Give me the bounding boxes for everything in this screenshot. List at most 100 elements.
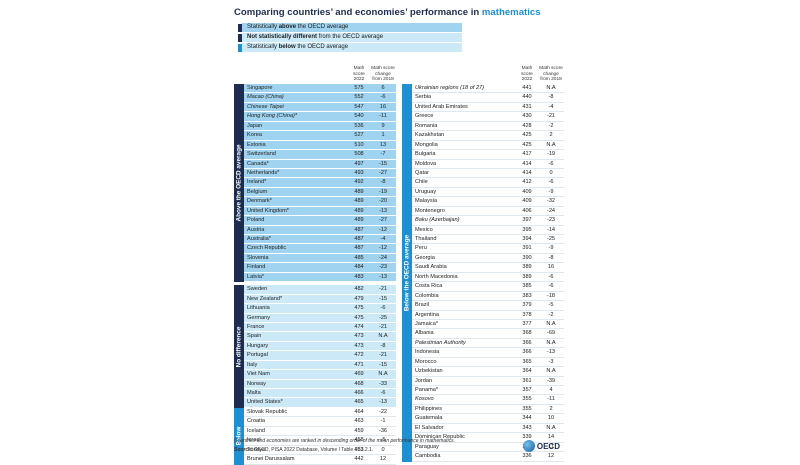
math-score: 489 xyxy=(354,217,364,224)
country-name: El Salvador xyxy=(415,424,444,431)
country-name: Latvia* xyxy=(247,273,265,280)
country-name: Malta xyxy=(247,390,261,396)
country-name: Ukrainian regions (18 of 27) xyxy=(415,85,485,91)
score-change: -6 xyxy=(548,179,554,186)
country-name: Dominican Republic xyxy=(415,434,465,441)
table-row: Norway 468 -33 xyxy=(244,379,396,389)
score-change: -6 xyxy=(380,305,386,312)
score-change: -13 xyxy=(378,273,388,280)
score-change: N.A xyxy=(378,371,388,378)
band-below-oecd: Below the OECD average xyxy=(402,84,412,462)
country-name: Brunei Darussalam xyxy=(247,456,295,463)
table-row: Slovenia 485 -24 xyxy=(244,253,396,264)
country-name: United Arab Emirates xyxy=(415,103,468,110)
score-change: -15 xyxy=(378,295,388,302)
table-row: Viet Nam 469 N.A xyxy=(244,370,396,380)
score-change: -19 xyxy=(546,151,556,158)
score-change: -14 xyxy=(546,226,556,233)
math-score: 442 xyxy=(354,456,364,463)
table-row: Georgia 390 -8 xyxy=(412,253,564,264)
math-score: 414 xyxy=(522,160,532,167)
score-change: -2 xyxy=(548,122,554,129)
score-change: -9 xyxy=(548,188,554,195)
score-change: 0 xyxy=(381,446,385,453)
table-row: Mexico 395 -14 xyxy=(412,225,564,235)
score-change: -6 xyxy=(380,94,386,101)
score-change: -4 xyxy=(548,103,554,110)
math-score: 474 xyxy=(354,323,364,330)
math-score: 479 xyxy=(354,295,364,302)
table-row: Hungary 473 -8 xyxy=(244,341,396,352)
legend-no-difference: Not statistically different from the OEC… xyxy=(234,33,564,43)
country-name: Costa Rica xyxy=(415,283,443,290)
source: Source: OECD, PISA 2022 Database, Volume… xyxy=(234,447,374,453)
table-row: Korea 527 1 xyxy=(244,131,396,141)
country-name: Japan xyxy=(247,122,263,129)
score-change: N.A xyxy=(546,368,556,375)
country-name: Cambodia xyxy=(415,453,441,460)
math-score: 547 xyxy=(354,103,364,110)
country-name: Colombia xyxy=(415,292,439,299)
table-row: Jordan 361 -39 xyxy=(412,376,564,386)
math-score: 482 xyxy=(354,286,364,293)
math-score: 425 xyxy=(522,141,532,148)
score-change: 4 xyxy=(549,387,553,393)
score-change: -8 xyxy=(548,94,554,101)
score-change: N.A xyxy=(546,320,556,327)
country-name: Uzbekistan xyxy=(415,368,443,375)
score-change: -21 xyxy=(546,113,556,120)
table-row: Guatemala 344 10 xyxy=(412,414,564,424)
score-change: 13 xyxy=(379,141,387,148)
left-column-header: Math score 2022 Math score change from 2… xyxy=(234,58,396,84)
table-row: Thailand 394 -25 xyxy=(412,235,564,245)
legend-above: Statistically above the OECD average xyxy=(234,23,564,33)
table-row: Switzerland 508 -7 xyxy=(244,150,396,160)
country-name: Chinese Taipei xyxy=(247,103,284,110)
legend-below: Statistically below the OECD average xyxy=(234,43,564,53)
country-name: Netherlands* xyxy=(247,169,280,176)
country-name: Serbia xyxy=(415,94,432,101)
score-change: -21 xyxy=(378,286,388,293)
score-change: 1 xyxy=(381,132,385,139)
table-row: Japan 536 9 xyxy=(244,121,396,132)
math-score: 430 xyxy=(522,113,532,120)
score-change: -15 xyxy=(378,361,388,368)
group-below-right: Below the OECD average Ukrainian regions… xyxy=(402,84,564,462)
math-score: 510 xyxy=(354,141,364,148)
math-score: 489 xyxy=(354,188,364,195)
country-name: Viet Nam xyxy=(247,371,270,378)
math-score: 409 xyxy=(522,198,532,205)
math-score: 391 xyxy=(522,245,532,252)
table-row: Qatar 414 0 xyxy=(412,168,564,179)
math-score: 540 xyxy=(354,113,364,120)
table-row: Belgium 489 -19 xyxy=(244,187,396,198)
table-row: Palestinian Authority 366 N.A xyxy=(412,338,564,349)
country-name: Croatia xyxy=(247,418,266,425)
table-row: Costa Rica 385 -6 xyxy=(412,282,564,292)
math-score: 469 xyxy=(354,371,364,378)
country-name: Palestinian Authority xyxy=(415,339,466,346)
country-name: Mongolia xyxy=(415,141,438,148)
score-change: -21 xyxy=(378,323,388,330)
math-score: 473 xyxy=(354,342,364,349)
score-change: -6 xyxy=(380,390,386,396)
math-score: 394 xyxy=(522,236,532,242)
table-row: Macao (China) 552 -6 xyxy=(244,93,396,103)
math-score: 428 xyxy=(522,122,532,129)
country-name: Jamaica* xyxy=(415,320,439,327)
band-no-difference: No difference xyxy=(234,285,244,408)
score-change: -2 xyxy=(548,311,554,318)
score-change: 12 xyxy=(379,456,387,463)
table-row: Kosovo 355 -11 xyxy=(412,395,564,405)
math-score: 468 xyxy=(354,380,364,387)
score-change: N.A xyxy=(546,339,556,346)
math-score: 483 xyxy=(354,273,364,280)
country-name: Panama* xyxy=(415,387,439,393)
math-score: 390 xyxy=(522,254,532,261)
math-score: 385 xyxy=(522,283,532,290)
math-score: 487 xyxy=(354,226,364,233)
group-no-difference: No difference Sweden 482 -21 New Zealand* 47… xyxy=(234,285,396,408)
score-change: 2 xyxy=(549,132,553,139)
table-row: Montenegro 406 -24 xyxy=(412,206,564,217)
score-change: -12 xyxy=(378,245,388,252)
